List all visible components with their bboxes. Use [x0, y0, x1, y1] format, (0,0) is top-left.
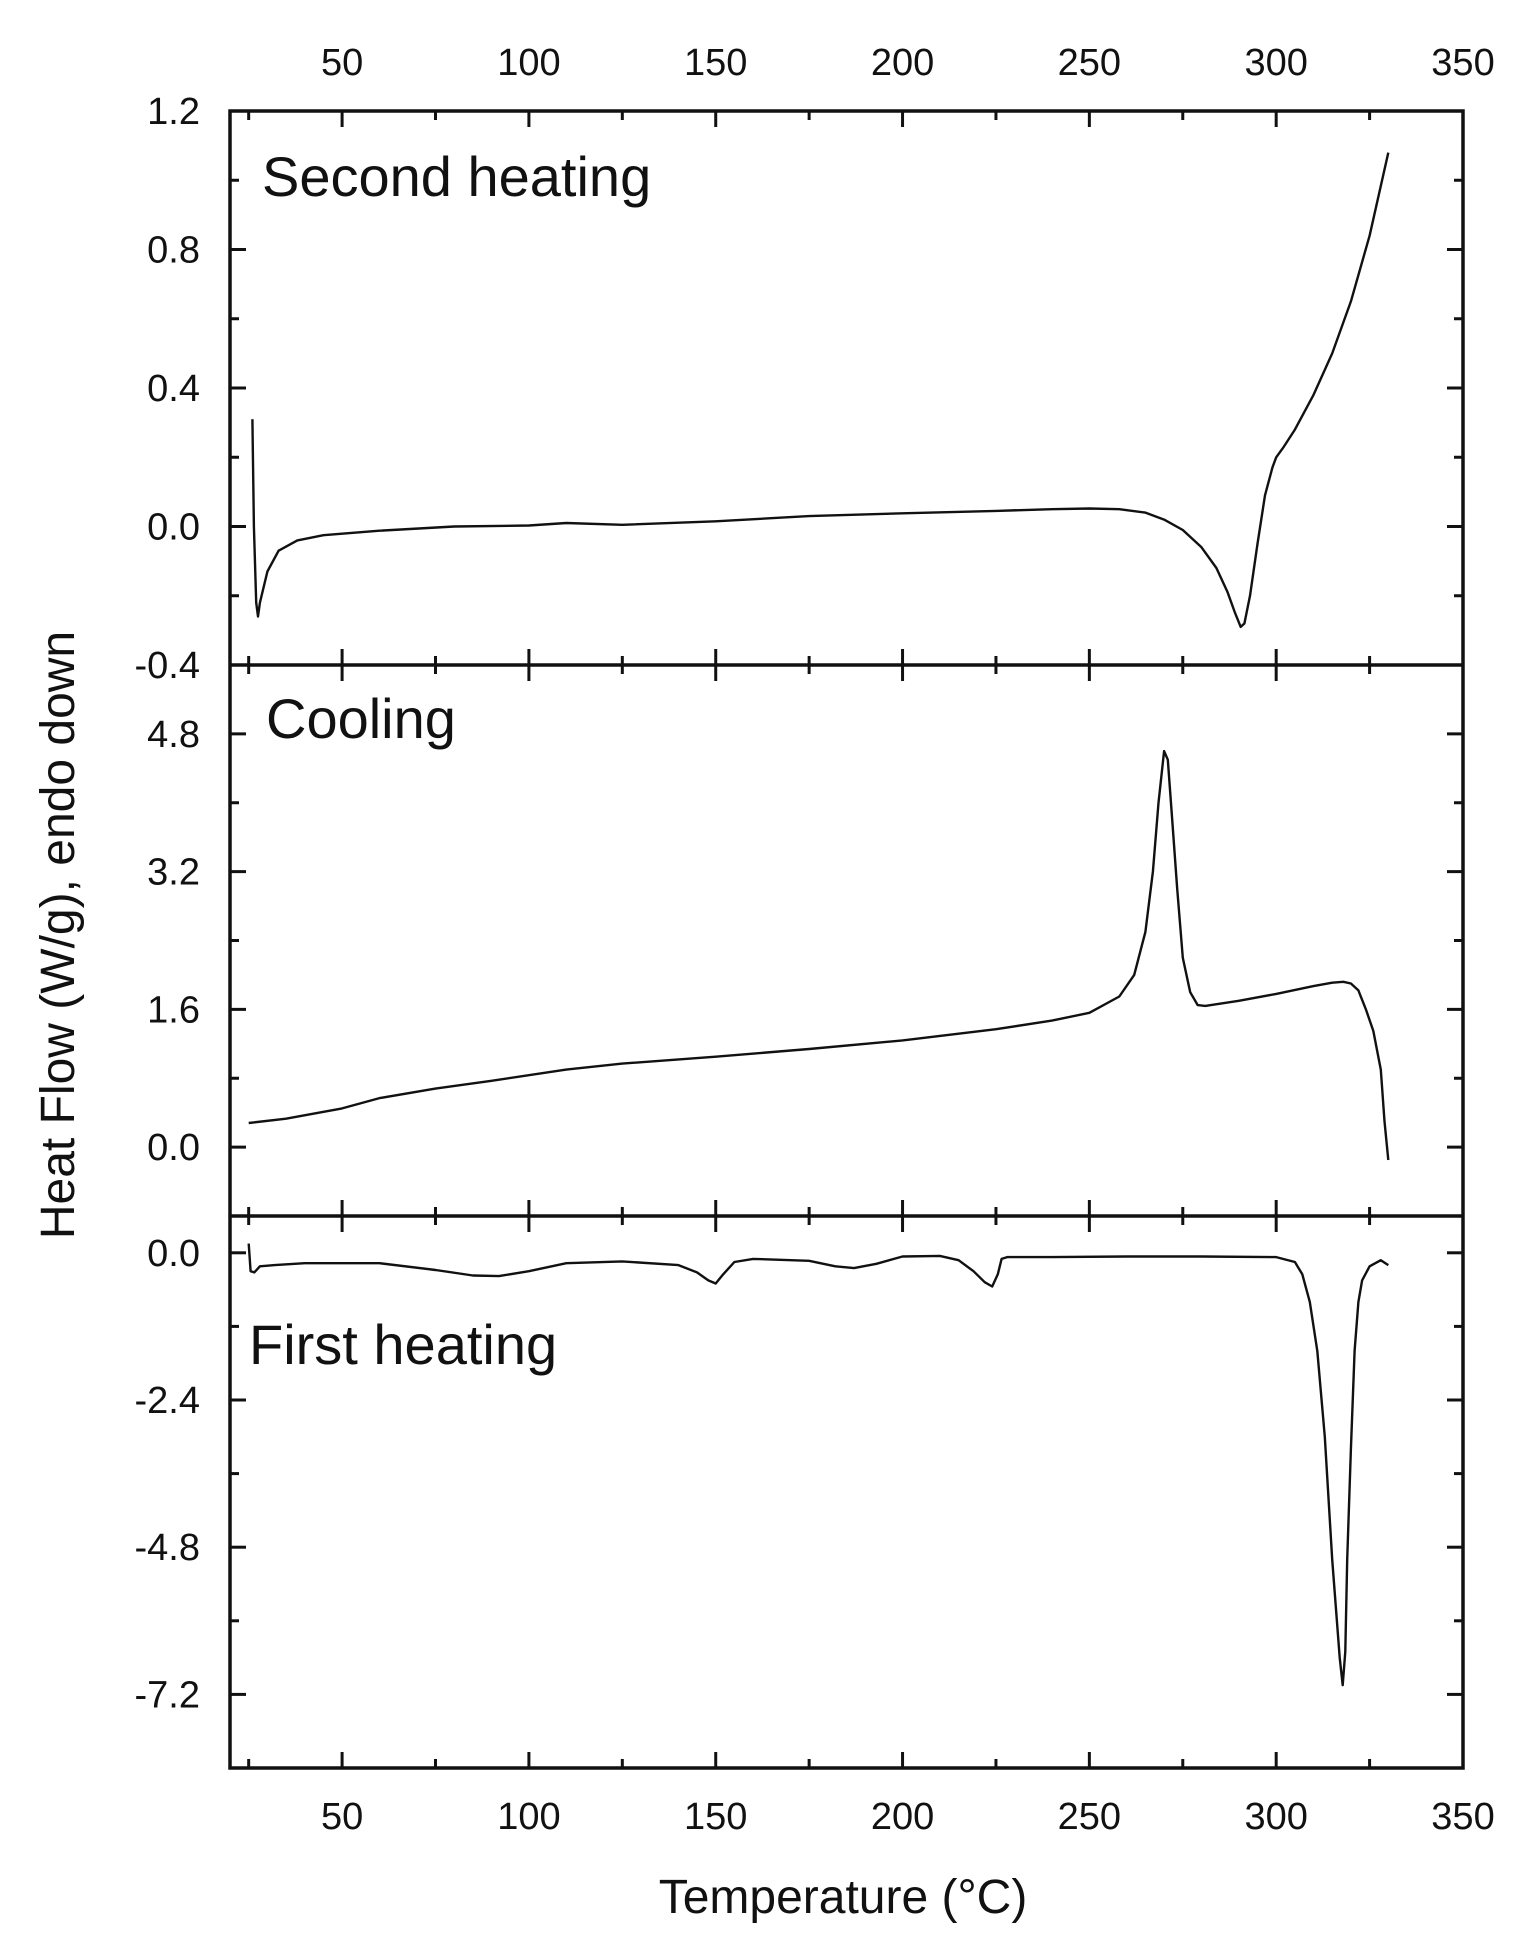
tick-labels: 50 50 100 100 150 150 200 200 250 250 300 300 350 350…: [135, 42, 1495, 1838]
y-tick-label: 4.8: [147, 714, 200, 756]
series-line-first-heating: [247, 1243, 1389, 1687]
data-curves: [247, 152, 1390, 1687]
y-tick-label: 1.6: [147, 989, 200, 1031]
x-tick-label-bottom: 350: [1431, 1796, 1494, 1838]
x-tick-label-bottom: 200: [871, 1796, 934, 1838]
panel-labels: Second heating Cooling First heating: [249, 145, 651, 1376]
x-tick-label-top: 200: [871, 42, 934, 84]
x-tick-label-top: 350: [1431, 42, 1494, 84]
series-line-cooling: [248, 749, 1390, 1161]
x-tick-label-bottom: 250: [1058, 1796, 1121, 1838]
x-axis-title: Temperature (°C): [659, 1871, 1028, 1924]
y-tick-label: 0.0: [147, 507, 200, 549]
x-tick-label-bottom: 50: [321, 1796, 363, 1838]
y-tick-label: 0.0: [147, 1127, 200, 1169]
panel-label: Second heating: [262, 145, 651, 208]
y-tick-label: 3.2: [147, 852, 200, 894]
x-tick-label-bottom: 150: [684, 1796, 747, 1838]
x-tick-label-top: 50: [321, 42, 363, 84]
y-tick-label: -2.4: [135, 1380, 200, 1422]
y-tick-label: 0.0: [147, 1233, 200, 1275]
panel-label: First heating: [249, 1313, 557, 1376]
y-tick-label: -4.8: [135, 1527, 200, 1569]
axis-ticks: [230, 109, 1463, 1768]
y-tick-label: -7.2: [135, 1674, 200, 1716]
y-tick-label: 0.4: [147, 368, 200, 410]
y-axis-title: Heat Flow (W/g), endo down: [32, 631, 85, 1239]
y-tick-label: -0.4: [135, 645, 200, 687]
panel-label: Cooling: [266, 687, 456, 750]
series-line-second-heating: [251, 152, 1390, 629]
plot-frame: [228, 109, 1465, 1770]
x-tick-label-bottom: 100: [497, 1796, 560, 1838]
x-tick-label-top: 300: [1244, 42, 1307, 84]
y-tick-label: 0.8: [147, 230, 200, 272]
x-tick-label-top: 100: [497, 42, 560, 84]
x-tick-label-top: 150: [684, 42, 747, 84]
panel-frames: [228, 109, 1465, 1770]
x-tick-label-top: 250: [1058, 42, 1121, 84]
x-tick-label-bottom: 300: [1244, 1796, 1307, 1838]
y-tick-label: 1.2: [147, 91, 200, 133]
